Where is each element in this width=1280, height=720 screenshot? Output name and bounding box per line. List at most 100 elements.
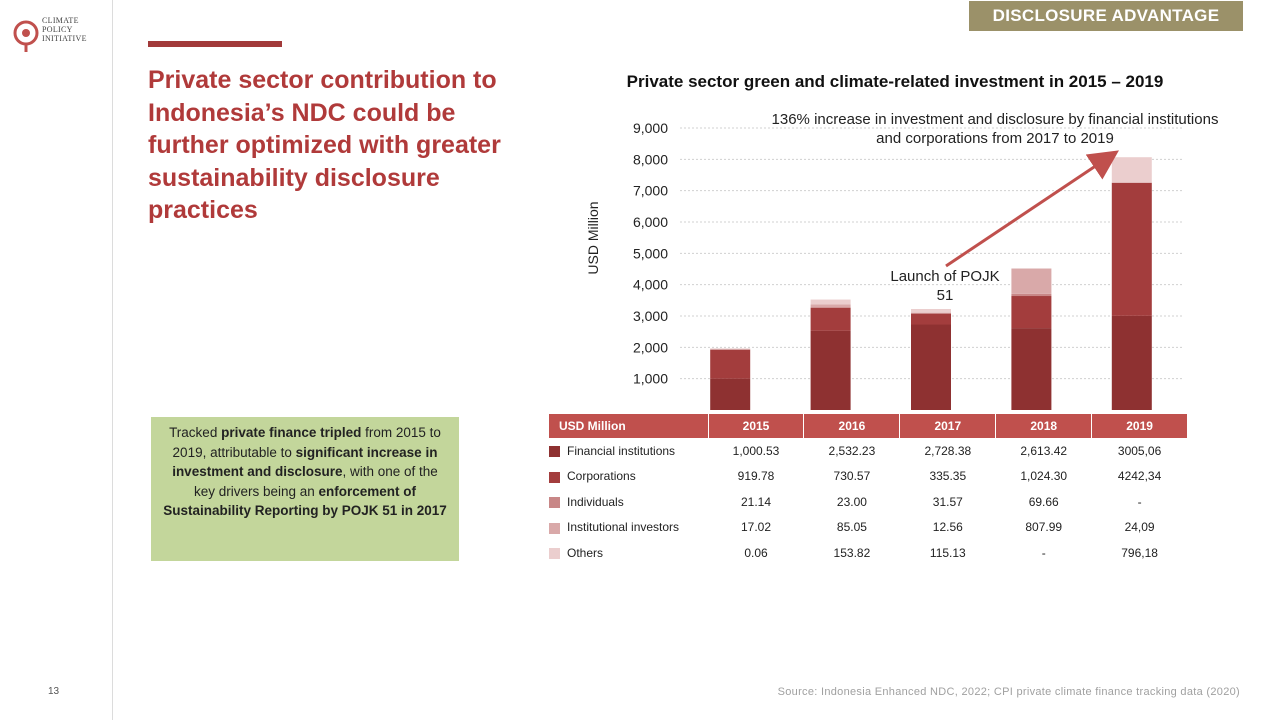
table-cell: 1,000.53	[732, 443, 780, 458]
table-cell: 21.14	[740, 494, 772, 509]
table-cell: 12.56	[932, 520, 963, 535]
y-tick-label: 1,000	[633, 371, 668, 387]
table-header-cell: 2018	[995, 414, 1093, 438]
sidebar-divider	[112, 0, 113, 720]
y-axis-label: USD Million	[585, 201, 601, 274]
table-cell: 335.35	[929, 469, 967, 484]
bar-segment	[810, 299, 851, 305]
table-cell: -	[1137, 494, 1142, 509]
table-cell: 796,18	[1121, 545, 1158, 560]
table-header-cell: USD Million	[549, 414, 709, 438]
bar-segment	[911, 309, 951, 313]
table-row: Corporations 919.78 730.57 335.35 1,024.30 42…	[549, 464, 1188, 490]
table-cell: 807.99	[1025, 520, 1063, 535]
table-row: Others 0.06 153.82 115.13 - 796,18	[549, 540, 1188, 566]
bar-segment	[1111, 182, 1152, 183]
legend-entry: Others	[549, 540, 708, 566]
callout-text-2: from 2015 to 2019, attributable to	[172, 425, 441, 460]
bar-segment	[710, 349, 751, 350]
bar-segment	[810, 307, 851, 308]
bar-segment	[810, 304, 851, 308]
table-header-cell: 2016	[803, 414, 901, 438]
y-tick-label: 8,000	[633, 151, 668, 167]
legend-swatch	[549, 446, 560, 458]
bar-segment	[1111, 157, 1152, 183]
bar-segment	[1111, 315, 1152, 410]
bar-segment	[1111, 182, 1152, 316]
bar-segment	[911, 324, 951, 410]
y-tick-label: 5,000	[633, 245, 668, 261]
bar-segment	[810, 330, 851, 410]
table-cell: 919.78	[737, 469, 775, 484]
table-cell: 2,613.42	[1020, 443, 1068, 458]
table-cell: 153.82	[833, 545, 871, 560]
table-cell: 115.13	[929, 545, 966, 560]
accent-bar	[148, 41, 282, 47]
logo-wordmark: CLIMATE POLICY INITIATIVE	[42, 16, 87, 43]
table-cell: 85.05	[836, 520, 867, 535]
bar-segment	[1011, 296, 1052, 329]
table-cell: 24,09	[1124, 520, 1155, 535]
growth-annotation: 136% increase in investment and disclosu…	[771, 111, 1219, 147]
series-label: Corporations	[567, 469, 636, 484]
table-cell: 1,024.30	[1020, 469, 1068, 484]
cpi-logo-icon	[13, 20, 39, 52]
page-title: Private sector contribution to Indonesia…	[148, 66, 501, 224]
table-header-cell: 2015	[708, 414, 805, 438]
table-row: Institutional investors 17.02 85.05 12.56 80…	[549, 515, 1188, 541]
chart-title: Private sector green and climate-related…	[626, 72, 1164, 91]
table-cell: 69.66	[1028, 494, 1059, 509]
series-label: Financial institutions	[567, 443, 676, 458]
table-cell: 0.06	[744, 545, 768, 560]
legend-entry: Financial institutions	[549, 438, 708, 464]
bar-segment	[710, 378, 751, 410]
pojk51-annotation: Launch of POJK 51	[890, 268, 1000, 304]
legend-swatch	[549, 497, 560, 509]
table-cell: 4242,34	[1117, 469, 1162, 484]
stacked-bar-chart: 1,000 2,000 3,000 4,000 5,000 6,000 7,000 8,000…	[585, 120, 1182, 410]
table-cell: 2,728.38	[924, 443, 972, 458]
table-header-cell: 2017	[899, 414, 997, 438]
trend-arrow	[945, 150, 1119, 268]
bar-segment	[1011, 328, 1052, 410]
bar-segment	[911, 314, 951, 325]
key-finding-callout: Tracked private finance tripled from 201…	[151, 417, 459, 561]
bar-segment	[710, 349, 751, 379]
legend-swatch	[549, 548, 560, 560]
y-tick-label: 3,000	[633, 308, 668, 324]
callout-bold-1: private finance tripled	[221, 425, 362, 440]
table-cell: -	[1041, 545, 1046, 560]
section-badge: DISCLOSURE ADVANTAGE	[969, 1, 1243, 31]
series-label: Individuals	[567, 494, 624, 509]
legend-entry: Individuals	[549, 489, 708, 515]
legend-entry: Institutional investors	[549, 515, 708, 541]
legend-swatch	[549, 471, 560, 483]
y-tick-label: 4,000	[633, 277, 668, 293]
data-table: USD Million 2015 2016 2017 2018 2019 Fin…	[549, 414, 1188, 566]
bar-segment	[710, 348, 751, 350]
table-cell: 31.57	[932, 494, 963, 509]
table-header-row: USD Million 2015 2016 2017 2018 2019	[549, 414, 1188, 438]
table-cell: 2,532.23	[828, 443, 876, 458]
legend-entry: Corporations	[549, 464, 708, 490]
callout-text-3: , with one of the key drivers being an	[193, 464, 438, 499]
table-cell: 17.02	[740, 520, 772, 535]
callout-text-1: Tracked	[169, 425, 222, 440]
y-tick-label: 6,000	[633, 214, 668, 230]
legend-swatch	[549, 522, 560, 534]
bar-segment	[911, 313, 951, 315]
series-label: Institutional investors	[567, 520, 680, 535]
callout-bold-3: enforcement of Sustainability Reporting …	[163, 483, 447, 519]
table-row: Financial institutions 1,000.53 2,532.23 2,…	[549, 438, 1188, 464]
page-number: 13	[48, 686, 60, 697]
table-header-cell: 2019	[1091, 414, 1188, 438]
y-tick-label: 7,000	[633, 183, 668, 199]
series-label: Others	[567, 545, 604, 560]
table-cell: 23.00	[836, 494, 867, 509]
table-cell: 730.57	[833, 469, 871, 484]
source-note: Source: Indonesia Enhanced NDC, 2022; CP…	[777, 686, 1240, 698]
bar-segment	[810, 307, 851, 331]
y-tick-label: 2,000	[633, 339, 668, 355]
callout-bold-2: significant increase in investment and d…	[172, 444, 438, 480]
bar-segment	[1011, 268, 1052, 294]
